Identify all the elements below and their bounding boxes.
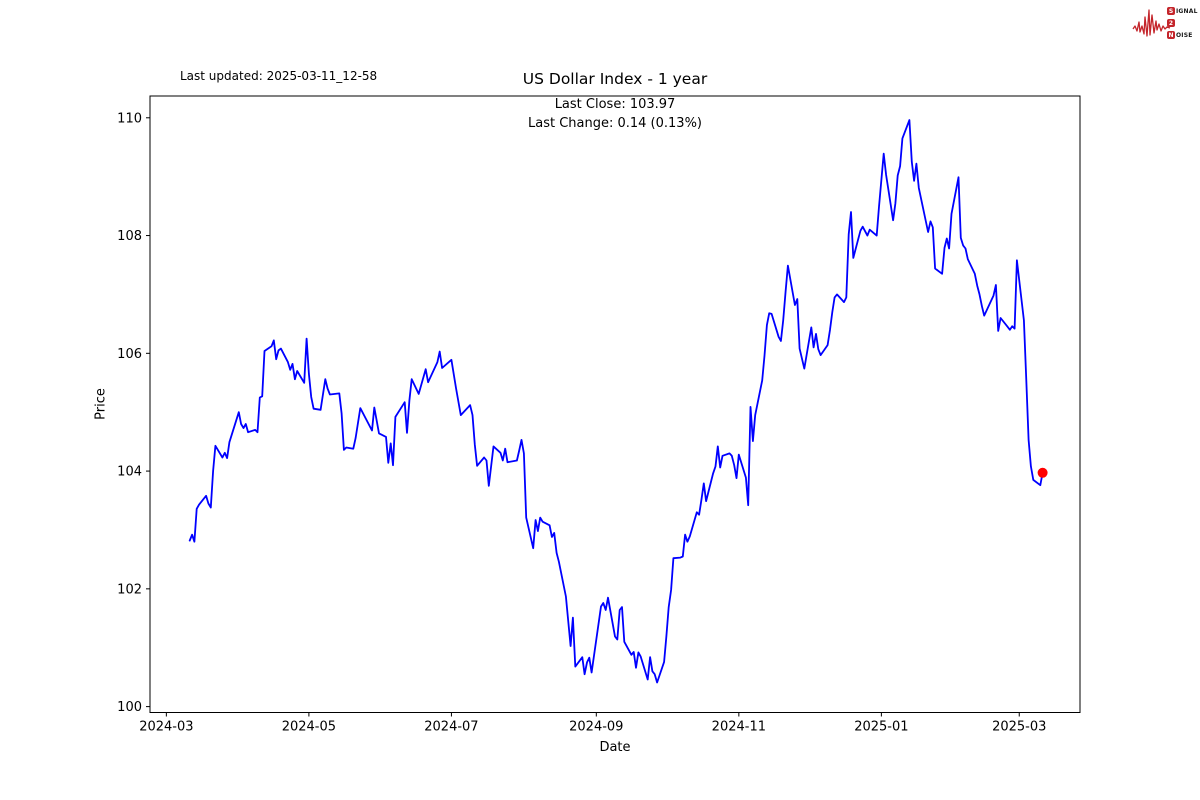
y-tick-label: 102 — [117, 582, 142, 597]
chart-subtitle: Last Close: 103.97 Last Change: 0.14 (0.… — [315, 95, 915, 133]
logo-row-noise: N OISE — [1167, 31, 1198, 40]
chart-title: US Dollar Index - 1 year — [522, 70, 708, 88]
x-tick-label: 2024-09 — [569, 720, 623, 735]
x-tick-label: 2024-11 — [712, 720, 766, 735]
price-line — [188, 119, 1044, 684]
last-change-text: Last Change: 0.14 (0.13%) — [527, 116, 702, 131]
x-tick-label: 2024-07 — [424, 720, 478, 735]
logo-row-signal: S IGNAL — [1167, 7, 1198, 16]
x-tick-label: 2025-03 — [992, 720, 1046, 735]
y-tick-label: 106 — [117, 347, 142, 362]
y-tick-label: 108 — [117, 229, 142, 244]
logo-row-2: 2 — [1167, 19, 1198, 28]
x-tick-label: 2024-05 — [282, 720, 336, 735]
logo-text: S IGNAL 2 N OISE — [1167, 5, 1198, 41]
x-tick-label: 2024-03 — [139, 720, 193, 735]
last-point-marker — [1037, 467, 1048, 478]
signal2noise-logo: S IGNAL 2 N OISE — [1132, 5, 1198, 41]
logo-text-noise: OISE — [1176, 31, 1193, 39]
logo-text-signal: IGNAL — [1176, 7, 1198, 15]
y-tick-label: 110 — [117, 111, 142, 126]
x-tick-label: 2025-01 — [854, 720, 908, 735]
last-updated-text: Last updated: 2025-03-11_12-58 — [180, 69, 378, 83]
y-tick-label: 100 — [117, 700, 142, 715]
plot-frame — [149, 95, 1081, 713]
waveform-icon — [1132, 9, 1171, 37]
x-axis-label: Date — [599, 740, 631, 755]
logo-badge-n: N — [1167, 31, 1175, 39]
logo-badge-2: 2 — [1167, 19, 1175, 27]
y-axis-label: Price — [93, 388, 109, 420]
last-close-text: Last Close: 103.97 — [554, 97, 676, 112]
y-tick-label: 104 — [117, 465, 142, 480]
logo-badge-s: S — [1167, 7, 1175, 15]
